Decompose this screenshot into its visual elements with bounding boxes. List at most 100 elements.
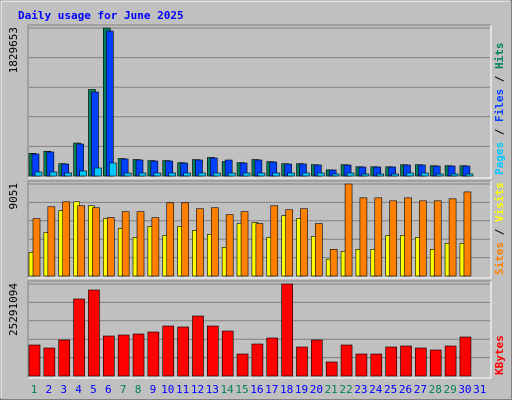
bar [331, 173, 340, 177]
bar [287, 172, 295, 177]
x-tick-label: 9 [150, 383, 157, 396]
bar [177, 326, 189, 377]
y-tick-label: 1829653 [7, 27, 20, 73]
legend-separator: / [493, 222, 506, 242]
legend-entry: KBytes [493, 335, 506, 375]
x-tick-label: 25 [384, 383, 397, 396]
bar [340, 344, 353, 377]
bar [47, 206, 56, 277]
x-tick-label: 7 [120, 383, 127, 396]
bar [91, 91, 99, 177]
bar [459, 336, 472, 377]
bar [435, 173, 444, 177]
x-tick-label: 30 [458, 383, 471, 396]
x-tick-label: 10 [161, 383, 174, 396]
x-tick-label: 15 [235, 383, 248, 396]
bar [448, 198, 457, 277]
legend-entry: Visits [493, 182, 506, 222]
legend-entry: Files [493, 89, 506, 122]
bar [77, 205, 85, 277]
bar [147, 331, 160, 377]
bar [421, 172, 429, 177]
bar [62, 201, 71, 277]
bar [429, 349, 442, 377]
bar [79, 170, 87, 177]
bar [385, 346, 397, 377]
bar [300, 208, 308, 277]
bar [211, 207, 219, 277]
bar [73, 298, 85, 377]
x-tick-label: 11 [176, 383, 189, 396]
bar [225, 214, 234, 277]
bar [419, 200, 427, 277]
legend-entry: Pages [493, 142, 506, 175]
x-tick-label: 2 [46, 383, 53, 396]
x-tick-label: 29 [443, 383, 456, 396]
bar [58, 339, 71, 377]
legend: Sites / Visits [493, 182, 506, 275]
bar [92, 207, 100, 277]
bar [121, 211, 130, 277]
bar [465, 173, 474, 177]
bar [88, 289, 100, 377]
y-tick-label: 9051 [7, 183, 20, 210]
panel-bevel [27, 24, 491, 178]
x-tick-label: 13 [206, 383, 219, 396]
x-tick-label: 16 [250, 383, 263, 396]
legend-separator: / [493, 122, 506, 142]
x-tick-label: 23 [354, 383, 367, 396]
bar [181, 202, 189, 277]
x-tick-label: 1 [31, 383, 38, 396]
chart-title: Daily usage for June 2025 [18, 9, 184, 22]
y-tick-label: 25291094 [7, 283, 20, 336]
bar [227, 172, 236, 177]
bar [123, 172, 132, 177]
bar [400, 345, 412, 377]
bar [311, 339, 323, 377]
bar [296, 346, 308, 377]
bar [32, 218, 41, 277]
bar [317, 172, 325, 177]
bar [103, 335, 115, 377]
panel-bevel [28, 281, 492, 379]
x-tick-label: 31 [473, 383, 486, 396]
bar [359, 197, 368, 277]
bar [153, 172, 162, 177]
bar [109, 162, 117, 177]
x-tick-label: 19 [295, 383, 308, 396]
bar [344, 183, 353, 277]
x-tick-label: 21 [325, 383, 338, 396]
bar [168, 172, 177, 177]
x-tick-label: 4 [75, 383, 82, 396]
x-tick-label: 5 [90, 383, 97, 396]
bar [138, 172, 147, 177]
x-tick-label: 6 [105, 383, 112, 396]
legend: Pages / Files / Hits [493, 43, 506, 176]
bar [192, 315, 204, 377]
bar [49, 171, 58, 177]
x-tick-label: 18 [280, 383, 293, 396]
bar [251, 343, 264, 377]
bar [221, 330, 234, 377]
x-tick-label: 20 [310, 383, 323, 396]
bar [196, 208, 204, 277]
bar [64, 172, 73, 177]
bar [285, 209, 293, 277]
bar [272, 172, 281, 177]
bar [207, 325, 219, 377]
bar [415, 347, 427, 377]
bar [198, 172, 206, 177]
legend-entry: Sites [493, 242, 506, 275]
legend-entry: Hits [493, 43, 506, 70]
x-tick-label: 24 [369, 383, 383, 396]
bar [94, 167, 102, 177]
bar [266, 337, 279, 377]
bar [370, 353, 383, 377]
bar [389, 200, 397, 277]
bar [242, 172, 251, 177]
x-tick-label: 3 [60, 383, 67, 396]
bar [376, 173, 385, 177]
bar [433, 200, 442, 277]
bar [257, 172, 266, 177]
